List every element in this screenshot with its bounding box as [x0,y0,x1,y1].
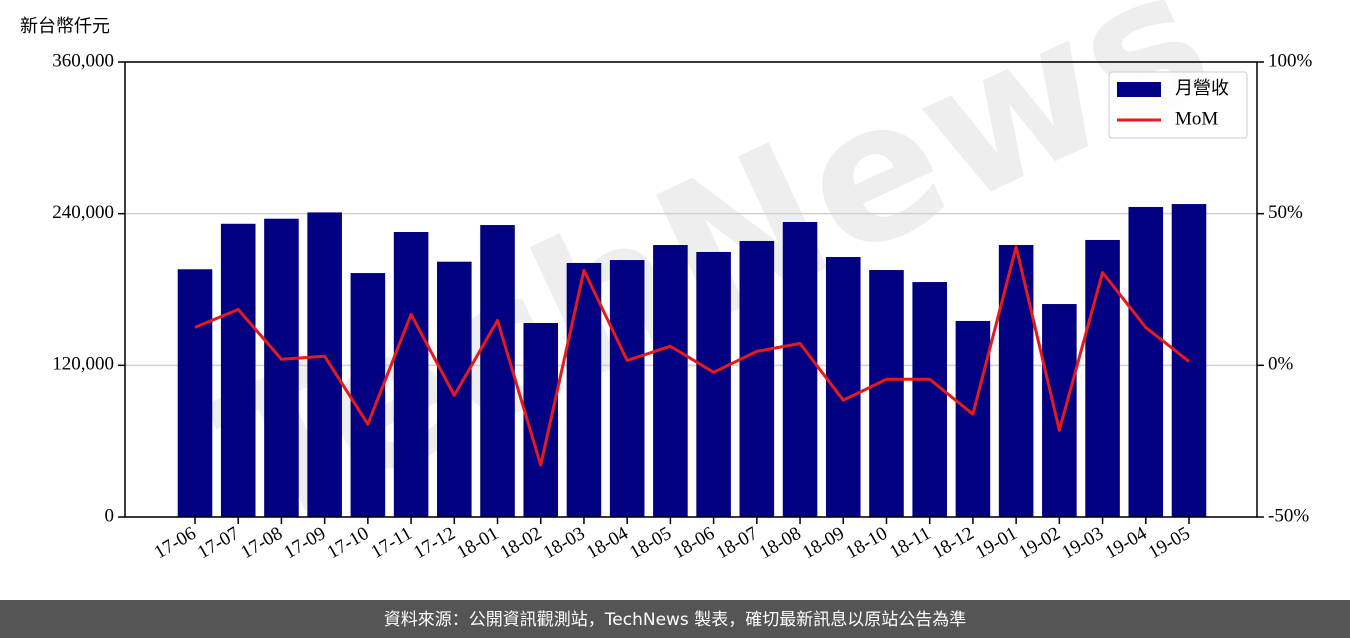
x-tick-label: 17-07 [194,523,243,563]
x-tick-label: 19-05 [1145,523,1194,563]
bar [480,225,515,517]
legend: 月營收 MoM [1108,71,1248,139]
bar [782,222,818,517]
bar [566,262,602,517]
y2-tick-label: 0% [1268,354,1294,375]
bar [1042,304,1077,517]
bar [1128,206,1164,517]
bar [177,269,213,517]
y-axis-label: 新台幣仟元 [20,16,110,37]
line [194,245,1190,467]
legend-swatch [1117,82,1161,97]
x-tick-label: 17-11 [367,523,415,563]
footer-text: 資料來源：公開資訊觀測站，TechNews 製表，確切最新訊息以原站公告為準 [384,610,966,630]
bar [955,320,991,517]
x-tick-label: 18-01 [453,523,502,563]
bar [307,212,342,517]
x-tick-label: 18-08 [756,523,805,563]
x-tick-label: 18-09 [799,523,848,563]
x-tick-label: 19-03 [1058,523,1107,563]
x-tick-label: 19-04 [1102,523,1151,564]
bar [220,223,256,517]
bar [609,260,645,517]
bar [998,245,1034,517]
x-tick-label: 18-06 [669,523,718,563]
y-tick-label: 120,000 [52,354,114,375]
x-tick-label: 17-06 [151,523,200,563]
footer-bar [0,600,1350,638]
y-tick-label: 240,000 [52,202,114,223]
y-tick-label: 360,000 [52,50,114,71]
x-tick-label: 19-01 [972,523,1021,563]
legend-label: MoM [1175,108,1218,129]
y-tick-label: 0 [105,505,115,526]
bar [912,282,947,517]
x-tick-label: 18-07 [713,523,762,563]
x-tick-label: 18-05 [626,523,675,563]
x-tick-label: 18-11 [886,523,934,563]
y2-tick-label: 50% [1268,202,1303,223]
x-tick-label: 18-04 [583,523,632,564]
bar [825,257,861,517]
bar [437,261,472,517]
bar [264,218,299,517]
y2-tick-label: 100% [1268,50,1313,71]
x-tick-label: 17-12 [410,523,459,563]
x-tick-label: 19-02 [1015,523,1064,563]
x-tick-label: 18-12 [929,523,978,563]
bar [869,270,904,517]
bar [739,240,775,517]
x-tick-label: 18-03 [540,523,589,563]
bar [1085,239,1120,517]
bar [393,231,429,518]
bar [653,245,688,517]
bar [696,251,731,517]
y2-tick-label: -50% [1268,505,1309,526]
plot-frame [124,61,1258,518]
legend-label: 月營收 [1175,78,1229,99]
x-tick-label: 18-10 [842,523,891,563]
x-tick-label: 18-02 [497,523,546,563]
